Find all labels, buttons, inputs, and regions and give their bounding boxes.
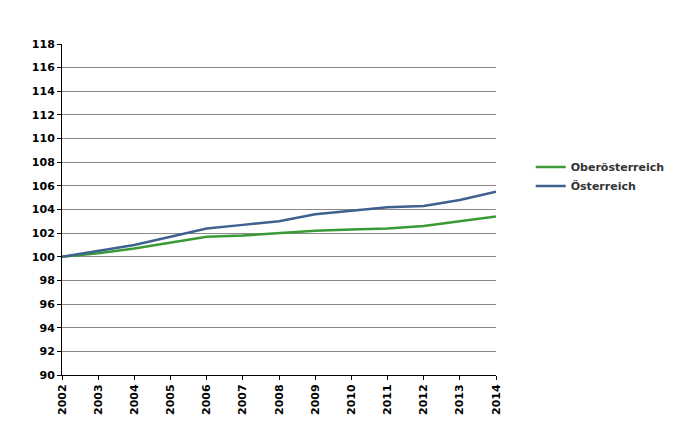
svg-text:92: 92 [39,345,54,358]
svg-text:98: 98 [39,274,54,287]
svg-text:Österreich: Österreich [571,179,636,193]
svg-text:2004: 2004 [128,384,141,415]
svg-text:2006: 2006 [200,384,213,415]
svg-text:114: 114 [32,85,55,98]
svg-text:102: 102 [32,227,55,240]
svg-text:2013: 2013 [453,384,466,415]
svg-text:2003: 2003 [92,384,105,415]
svg-text:106: 106 [32,180,55,193]
svg-text:110: 110 [32,132,55,145]
svg-text:118: 118 [32,38,55,51]
svg-text:2012: 2012 [417,384,430,415]
svg-text:2011: 2011 [381,384,394,415]
svg-text:108: 108 [32,156,55,169]
svg-text:2014: 2014 [490,384,503,415]
svg-text:112: 112 [32,109,55,122]
svg-text:100: 100 [32,251,55,264]
svg-text:2005: 2005 [164,384,177,415]
svg-text:2008: 2008 [273,384,286,415]
svg-text:2007: 2007 [236,384,249,415]
svg-text:2002: 2002 [56,384,69,415]
svg-text:104: 104 [32,203,55,216]
svg-text:2010: 2010 [345,384,358,415]
svg-text:116: 116 [32,61,55,74]
svg-text:90: 90 [39,369,55,382]
svg-text:2009: 2009 [309,384,322,415]
svg-text:Oberösterreich: Oberösterreich [571,161,664,174]
svg-text:94: 94 [39,322,55,335]
svg-text:96: 96 [39,298,55,311]
